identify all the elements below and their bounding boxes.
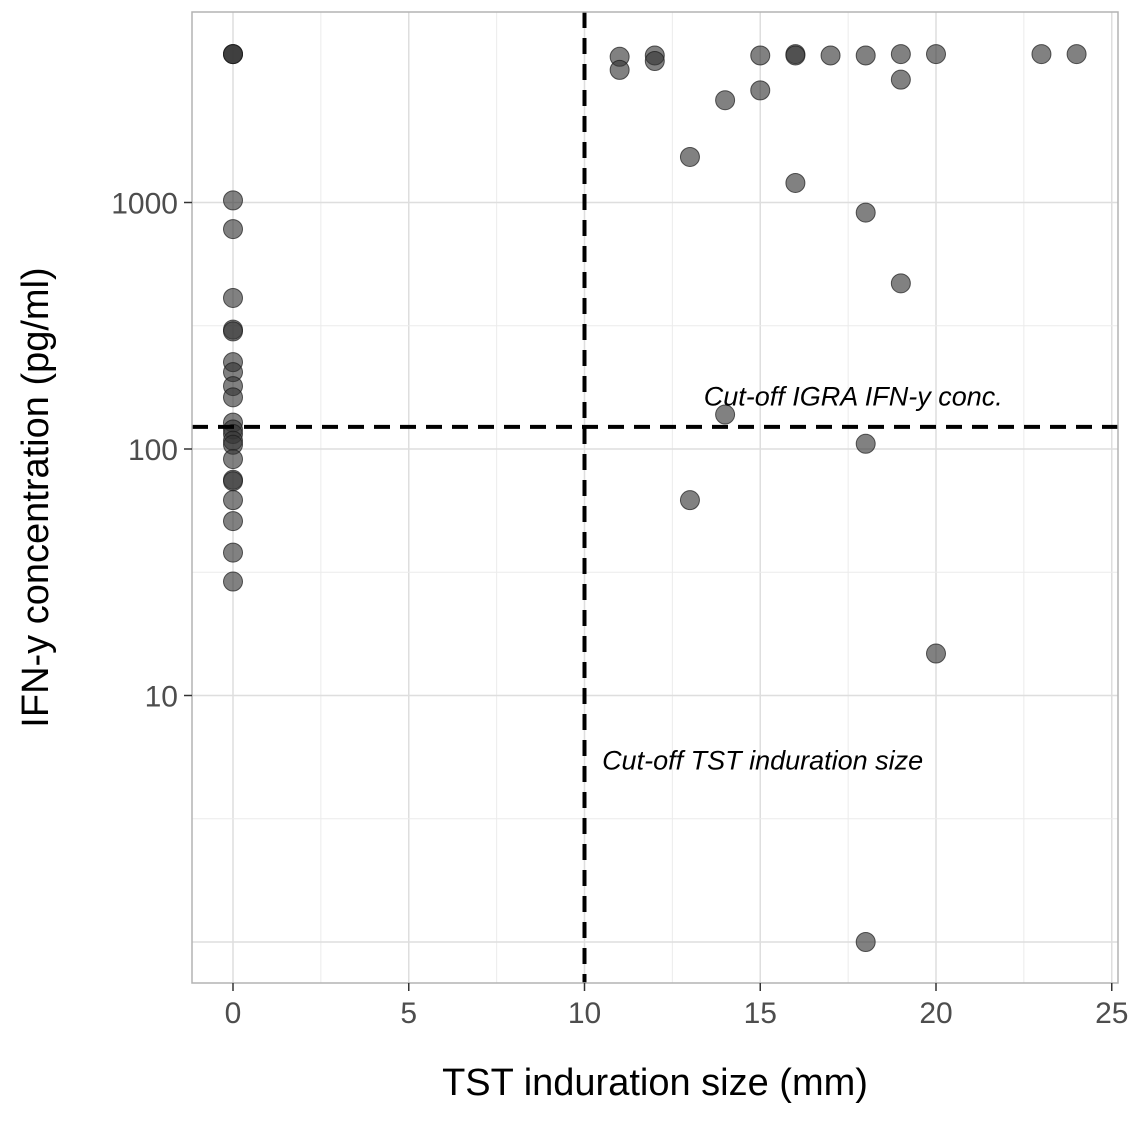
data-point bbox=[855, 932, 876, 952]
data-point bbox=[715, 90, 736, 111]
y-tick-label: 10 bbox=[145, 681, 178, 714]
annotations: Cut-off IGRA IFN-y conc. Cut-off TST indu… bbox=[602, 382, 1003, 776]
tst-cutoff-label: Cut-off TST induration size bbox=[602, 746, 923, 776]
data-point bbox=[223, 219, 243, 240]
x-axis-title: TST induration size (mm) bbox=[442, 1062, 868, 1104]
data-point bbox=[679, 490, 700, 511]
x-tick-label: 10 bbox=[568, 997, 601, 1030]
data-point bbox=[926, 643, 946, 664]
data-point bbox=[750, 80, 771, 101]
x-tick-label: 15 bbox=[744, 997, 777, 1030]
y-axis-title: IFN-y concentration (pg/ml) bbox=[15, 267, 57, 727]
data-point bbox=[1031, 44, 1052, 65]
data-point bbox=[890, 273, 911, 294]
data-point bbox=[223, 490, 243, 511]
data-point bbox=[890, 44, 911, 65]
x-tick-label: 5 bbox=[400, 997, 417, 1030]
y-tick-label: 1000 bbox=[111, 188, 178, 221]
data-point bbox=[223, 44, 243, 65]
data-point bbox=[223, 542, 243, 563]
data-point bbox=[223, 287, 243, 308]
data-point bbox=[644, 51, 665, 72]
x-tick-label: 0 bbox=[225, 997, 242, 1030]
data-point bbox=[1066, 44, 1087, 65]
data-point bbox=[855, 202, 876, 223]
data-point bbox=[223, 387, 243, 408]
data-point bbox=[609, 59, 630, 80]
grid-lines bbox=[192, 12, 1118, 983]
data-point bbox=[223, 190, 243, 211]
data-point bbox=[855, 45, 876, 66]
y-tick-label: 100 bbox=[128, 434, 178, 467]
data-points bbox=[223, 44, 1087, 952]
x-tick-label: 25 bbox=[1095, 997, 1128, 1030]
data-point bbox=[223, 571, 243, 592]
data-point bbox=[926, 44, 946, 65]
data-point bbox=[223, 511, 243, 532]
data-point bbox=[890, 69, 911, 90]
data-point bbox=[715, 404, 736, 425]
data-point bbox=[750, 45, 771, 66]
data-point bbox=[785, 172, 806, 193]
data-point bbox=[785, 45, 806, 66]
data-point bbox=[223, 449, 243, 470]
data-point bbox=[223, 471, 243, 492]
reference-lines bbox=[192, 12, 1118, 983]
igra-cutoff-label: Cut-off IGRA IFN-y conc. bbox=[704, 382, 1003, 412]
x-tick-label: 20 bbox=[919, 997, 952, 1030]
panel-border bbox=[191, 11, 1119, 984]
data-point bbox=[820, 45, 841, 66]
data-point bbox=[855, 433, 876, 454]
data-point bbox=[223, 321, 243, 342]
data-point bbox=[679, 146, 700, 167]
axis-ticks: 0 5 10 15 20 25 10 100 1000 bbox=[111, 188, 1128, 1031]
